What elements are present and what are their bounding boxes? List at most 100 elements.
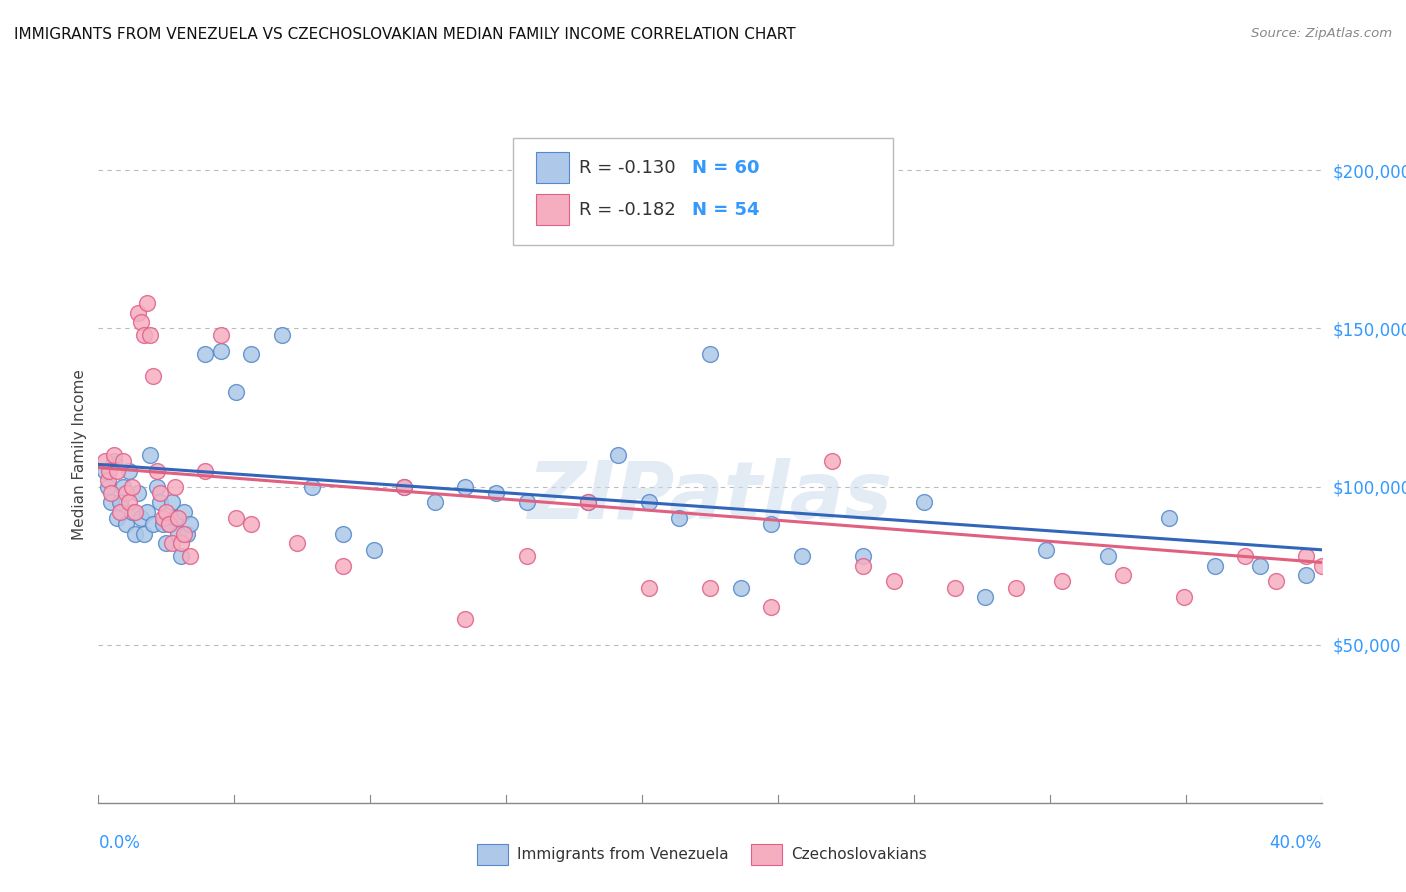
- Point: [136, 505, 159, 519]
- Point: [155, 536, 177, 550]
- Point: [105, 511, 128, 525]
- Point: [118, 464, 141, 478]
- Point: [111, 454, 134, 468]
- Point: [1173, 591, 1195, 605]
- Point: [93, 454, 115, 468]
- Text: ZIPatlas: ZIPatlas: [527, 458, 893, 536]
- Point: [115, 517, 138, 532]
- Point: [170, 536, 193, 550]
- Point: [163, 479, 186, 493]
- Text: Czechoslovakians: Czechoslovakians: [792, 847, 928, 862]
- Point: [170, 549, 193, 563]
- Point: [100, 495, 122, 509]
- Point: [127, 486, 149, 500]
- Point: [454, 612, 477, 626]
- Point: [1157, 511, 1180, 525]
- Point: [157, 517, 180, 532]
- Point: [209, 327, 232, 342]
- Point: [167, 511, 190, 525]
- Point: [149, 486, 172, 500]
- Point: [1035, 542, 1057, 557]
- Text: N = 60: N = 60: [692, 159, 759, 177]
- Text: N = 54: N = 54: [692, 201, 759, 219]
- Point: [943, 581, 966, 595]
- Y-axis label: Median Family Income: Median Family Income: [72, 369, 87, 541]
- Point: [485, 486, 508, 500]
- Point: [761, 599, 783, 614]
- Point: [155, 505, 177, 519]
- Point: [145, 479, 167, 493]
- Point: [240, 347, 263, 361]
- Text: R = -0.182: R = -0.182: [579, 201, 676, 219]
- Point: [852, 558, 875, 573]
- Point: [516, 495, 538, 509]
- Point: [118, 495, 141, 509]
- Point: [301, 479, 323, 493]
- Point: [240, 517, 263, 532]
- Point: [1004, 581, 1026, 595]
- Point: [1050, 574, 1073, 589]
- Point: [332, 527, 354, 541]
- Point: [160, 495, 183, 509]
- Text: 0.0%: 0.0%: [98, 834, 141, 852]
- Point: [1097, 549, 1119, 563]
- Point: [699, 347, 721, 361]
- Point: [145, 464, 167, 478]
- Point: [912, 495, 935, 509]
- Point: [134, 527, 156, 541]
- Point: [392, 479, 416, 493]
- Point: [121, 479, 143, 493]
- Point: [108, 495, 131, 509]
- Point: [576, 495, 599, 509]
- Point: [124, 505, 146, 519]
- Text: Immigrants from Venezuela: Immigrants from Venezuela: [517, 847, 730, 862]
- Point: [668, 511, 690, 525]
- Point: [1264, 574, 1286, 589]
- Point: [173, 527, 195, 541]
- Point: [225, 511, 247, 525]
- Point: [699, 581, 721, 595]
- Point: [637, 581, 661, 595]
- Point: [194, 464, 217, 478]
- Point: [105, 464, 128, 478]
- Point: [160, 536, 183, 550]
- Point: [129, 511, 152, 525]
- Point: [761, 517, 783, 532]
- Point: [167, 527, 190, 541]
- Point: [97, 479, 120, 493]
- Point: [363, 542, 385, 557]
- Point: [332, 558, 354, 573]
- Point: [103, 454, 125, 468]
- Point: [124, 527, 146, 541]
- Text: R = -0.130: R = -0.130: [579, 159, 676, 177]
- Point: [111, 479, 134, 493]
- Point: [974, 591, 997, 605]
- Point: [149, 495, 172, 509]
- Point: [285, 536, 308, 550]
- Text: 40.0%: 40.0%: [1270, 834, 1322, 852]
- Point: [423, 495, 446, 509]
- Text: IMMIGRANTS FROM VENEZUELA VS CZECHOSLOVAKIAN MEDIAN FAMILY INCOME CORRELATION CH: IMMIGRANTS FROM VENEZUELA VS CZECHOSLOVA…: [14, 27, 796, 42]
- Point: [97, 473, 120, 487]
- Point: [1112, 568, 1135, 582]
- Point: [98, 464, 121, 478]
- Point: [136, 296, 159, 310]
- Point: [121, 505, 143, 519]
- Point: [546, 188, 568, 202]
- Point: [516, 549, 538, 563]
- Point: [100, 486, 122, 500]
- Point: [1234, 549, 1257, 563]
- Point: [142, 517, 165, 532]
- Point: [225, 384, 247, 399]
- Point: [637, 495, 661, 509]
- Point: [790, 549, 813, 563]
- Point: [179, 517, 201, 532]
- Point: [176, 527, 198, 541]
- Point: [173, 505, 195, 519]
- Point: [209, 343, 232, 358]
- Point: [108, 505, 131, 519]
- Point: [270, 327, 294, 342]
- Point: [179, 549, 201, 563]
- Point: [103, 448, 125, 462]
- Point: [152, 517, 174, 532]
